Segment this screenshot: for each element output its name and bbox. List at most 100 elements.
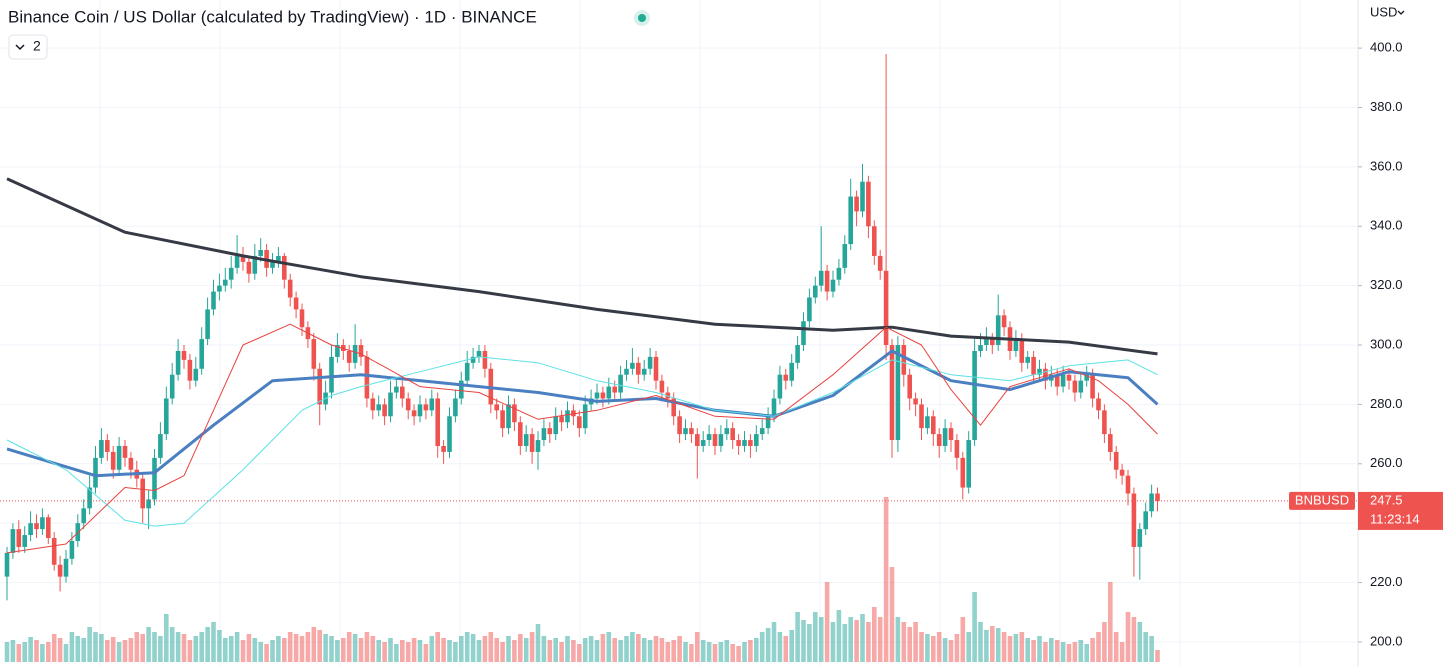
candle-body	[417, 404, 423, 417]
volume-bar	[181, 634, 187, 662]
candle-body	[990, 339, 995, 346]
indicators-toggle[interactable]	[8, 34, 48, 60]
volume-bar	[358, 638, 364, 662]
candle-body	[423, 404, 429, 411]
volume-bar	[954, 634, 960, 662]
volume-bar	[264, 644, 269, 662]
volume-bar	[500, 642, 505, 662]
candle-body	[494, 404, 499, 411]
volume-bar	[518, 634, 523, 662]
candle-body	[346, 350, 352, 363]
candle-body	[872, 226, 877, 256]
volume-bar	[759, 632, 765, 662]
volume-bar	[600, 634, 606, 662]
candle-body	[1078, 380, 1084, 393]
volume-bar	[57, 638, 63, 662]
candle-body	[63, 558, 69, 577]
candle-body	[140, 478, 145, 509]
candle-body	[1125, 475, 1131, 494]
candle-body	[276, 255, 281, 262]
candle-body	[565, 410, 570, 423]
candle-body	[754, 434, 759, 446]
volume-bar	[765, 628, 771, 662]
candle-body	[736, 440, 741, 446]
volume-bar	[612, 638, 617, 662]
candle-body	[972, 350, 977, 441]
volume-bar	[895, 617, 901, 662]
candle-body	[789, 362, 794, 381]
candle-body	[936, 434, 942, 446]
candle-body	[895, 345, 901, 441]
volume-bar	[942, 638, 948, 662]
volume-bar	[931, 636, 936, 662]
volume-bar	[388, 638, 393, 662]
volume-bar	[382, 642, 387, 662]
candle-body	[93, 457, 98, 488]
volume-bar	[966, 632, 971, 662]
volume-bar	[541, 636, 547, 662]
candle-body	[978, 345, 983, 351]
candle-body	[270, 261, 275, 268]
candle-body	[724, 428, 730, 435]
volume-bar	[28, 637, 33, 662]
volume-bar	[447, 640, 452, 662]
volume-bar	[559, 642, 564, 662]
volume-bar	[152, 632, 157, 662]
candle-body	[482, 350, 488, 369]
candle-body	[901, 345, 907, 375]
candle-body	[518, 422, 523, 446]
candle-body	[447, 416, 452, 452]
volume-bar	[116, 642, 122, 662]
volume-bar	[376, 640, 381, 662]
volume-bar	[960, 617, 966, 662]
last-price-label: 247.5	[1370, 492, 1403, 507]
candle-body	[187, 359, 193, 381]
candle-body	[795, 345, 800, 363]
candle-body	[217, 285, 222, 292]
chevron-icon	[15, 44, 25, 51]
symbol-label-box	[1289, 491, 1355, 510]
candle-body	[122, 445, 128, 458]
symbol-label: BNBUSD	[1295, 492, 1349, 507]
candle-body	[1108, 434, 1113, 452]
volume-bar	[571, 640, 576, 662]
candle-body	[624, 368, 629, 375]
volume-bar	[423, 644, 429, 662]
volume-bar	[901, 622, 907, 662]
candle-body	[931, 416, 936, 435]
candle-body	[1119, 469, 1125, 476]
volume-bar	[323, 634, 328, 662]
candle-body	[1031, 356, 1036, 375]
volume-bar	[689, 644, 694, 662]
candle-body	[677, 416, 682, 435]
candle-body	[1072, 380, 1078, 393]
candle-body	[535, 440, 541, 452]
candle-body	[453, 398, 458, 417]
volume-bar	[830, 622, 836, 662]
volume-bar	[234, 632, 240, 662]
candle-body	[512, 404, 517, 423]
candle-body	[69, 540, 75, 559]
candle-body	[193, 368, 199, 381]
volume-bar	[754, 638, 759, 662]
volume-bar	[995, 628, 1001, 662]
volume-bar	[482, 636, 488, 662]
volume-bar	[128, 638, 134, 662]
candle-body	[411, 410, 417, 417]
volume-bar	[730, 644, 735, 662]
candle-body	[842, 244, 848, 268]
candle-body	[919, 404, 924, 429]
volume-bar	[293, 634, 299, 662]
candle-body	[506, 404, 511, 429]
volume-bar	[771, 622, 777, 662]
candle-body	[10, 529, 16, 553]
candle-body	[146, 499, 151, 509]
volume-bar	[630, 632, 635, 662]
candle-body	[28, 523, 33, 536]
volume-bar	[1096, 632, 1101, 662]
volume-bar	[948, 640, 954, 662]
candle-body	[783, 374, 789, 381]
candle-body	[860, 181, 865, 212]
currency-label[interactable]: USD	[1370, 4, 1397, 19]
